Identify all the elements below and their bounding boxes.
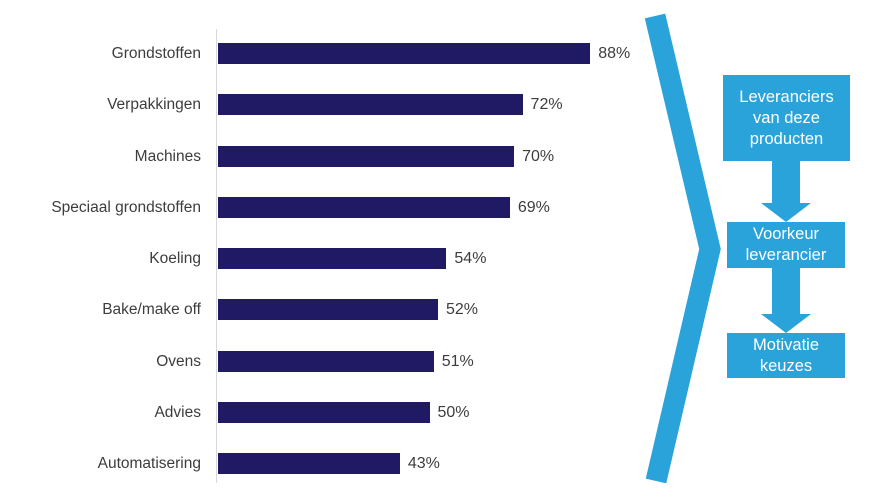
category-label: Bake/make off [102, 301, 201, 319]
bar [218, 43, 591, 64]
category-label: Advies [154, 403, 201, 421]
value-label: 69% [517, 198, 550, 216]
value-label: 52% [445, 301, 478, 319]
flow-box-motivatie-label: Motivatie keuzes [752, 335, 820, 375]
flow-box-voorkeur: Voorkeur leverancier [727, 222, 845, 268]
flow-box-motivatie: Motivatie keuzes [727, 333, 845, 378]
bar-row: Machines 70% [0, 145, 660, 167]
bar-row: Ovens 51% [0, 350, 660, 372]
value-label: 43% [407, 455, 440, 472]
bar-row: Bake/make off 52% [0, 299, 660, 321]
bar [218, 299, 438, 321]
bar-chart: Grondstoffen 88% Verpakkingen 72% Machines 70… [0, 29, 660, 483]
category-label: Koeling [149, 250, 201, 267]
bar [218, 401, 430, 423]
bar [218, 145, 515, 167]
arrow-stem [772, 268, 800, 315]
bar-row: Grondstoffen 88% [0, 43, 660, 64]
arrow-head [761, 203, 811, 222]
bar [218, 196, 510, 218]
bar-row: Advies 50% [0, 401, 660, 423]
category-label: Speciaal grondstoffen [51, 198, 201, 216]
arrow-head [761, 314, 811, 333]
bar-row: Automatisering 43% [0, 453, 660, 474]
flow-box-leveranciers: Leveranciers van deze producten [723, 75, 850, 161]
value-label: 50% [437, 403, 470, 421]
category-label: Ovens [156, 352, 201, 370]
bar-row: Koeling 54% [0, 248, 660, 269]
value-label: 88% [598, 45, 631, 62]
value-label: 70% [522, 147, 555, 165]
category-label: Grondstoffen [111, 45, 201, 62]
arrow-stem [772, 160, 800, 204]
value-label: 54% [454, 250, 487, 267]
bar [218, 350, 434, 372]
flow-box-leveranciers-label: Leveranciers van deze producten [739, 87, 834, 148]
axis-line [216, 29, 217, 483]
bar [218, 248, 447, 269]
category-label: Machines [134, 147, 201, 165]
bar [218, 94, 523, 116]
bar-row: Verpakkingen 72% [0, 94, 660, 116]
category-label: Automatisering [97, 455, 201, 472]
value-label: 51% [441, 352, 474, 370]
value-label: 72% [530, 96, 563, 114]
bar [218, 453, 400, 474]
category-label: Verpakkingen [107, 96, 201, 114]
flow-box-voorkeur-label: Voorkeur leverancier [745, 225, 827, 264]
bar-row: Speciaal grondstoffen 69% [0, 196, 660, 218]
down-arrow-icon [761, 268, 811, 333]
down-arrow-icon [761, 160, 811, 222]
